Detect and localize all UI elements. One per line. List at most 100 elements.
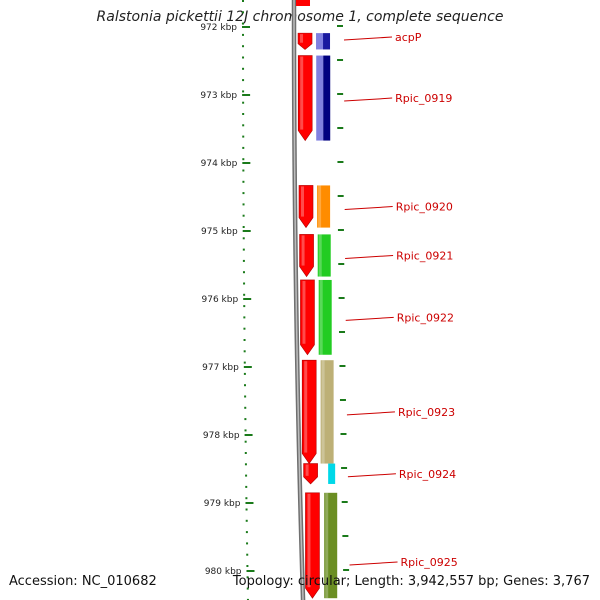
ruler-dot — [243, 316, 246, 319]
ruler-dot — [245, 519, 248, 522]
ruler-right-tick — [337, 161, 344, 163]
ruler-right-tick — [337, 127, 344, 129]
gene-cog-bar — [317, 185, 331, 228]
ruler-dot — [242, 90, 245, 93]
ruler-dot — [242, 214, 245, 217]
ruler-dot — [243, 282, 246, 285]
gene-cog-bar — [318, 279, 332, 355]
ruler-dot — [246, 576, 249, 579]
gene-labels: acpP Rpic_0919 Rpic_0920 Rpic_0921 Rpic_0922… — [343, 31, 458, 569]
ruler-dot — [244, 395, 247, 398]
gene-label: Rpic_0924 — [399, 468, 456, 481]
ruler-right-tick — [343, 569, 350, 571]
gene-arrow-sheen — [305, 464, 309, 476]
ruler-dot — [245, 497, 248, 500]
gene-label: Rpic_0920 — [396, 201, 453, 214]
ruler-dot — [243, 305, 246, 308]
ruler-dot — [242, 67, 245, 70]
gene-label-leader — [344, 206, 393, 211]
ruler-dot — [244, 418, 247, 421]
gene-label: Rpic_0922 — [397, 311, 454, 324]
ruler-tick-label: 975 kbp — [201, 227, 238, 237]
gene-cog-sheen — [318, 185, 322, 228]
ruler-right-tick — [338, 263, 345, 265]
gene-arrow-sheen — [307, 493, 311, 588]
ruler-dot — [242, 101, 245, 104]
map-title: Ralstonia pickettii 12J chromosome 1, co… — [96, 9, 504, 25]
ruler-dot — [242, 33, 245, 36]
ruler-dot — [243, 339, 246, 341]
ruler-dot — [242, 79, 245, 82]
ruler-dot — [244, 429, 247, 432]
ruler-dot — [243, 350, 246, 353]
ruler-right-tick — [337, 59, 344, 61]
ruler-dot — [245, 508, 248, 511]
gene-cog-bar — [323, 33, 331, 50]
backbone-highlight — [293, 0, 304, 600]
ruler-dot — [243, 327, 246, 330]
ruler-right-tick — [339, 365, 346, 367]
ruler-dot — [243, 361, 246, 364]
accession-text: Accession: NC_010682 — [9, 574, 157, 589]
gene-arrow-sheen — [300, 34, 304, 43]
ruler-dot — [242, 11, 245, 14]
gene-arrow-top — [296, 0, 311, 6]
ruler-dot — [242, 56, 245, 59]
ruler-dot — [244, 452, 247, 454]
gene-label-leader — [346, 411, 395, 416]
ruler-dot — [242, 226, 245, 228]
ruler-right-tick — [341, 501, 348, 503]
gene-cog-sheen — [319, 279, 323, 355]
gene-label: Rpic_0925 — [401, 556, 458, 569]
ruler-dot — [245, 485, 248, 488]
ruler-dot — [244, 406, 247, 409]
ruler-tick — [246, 570, 255, 572]
ruler-dot — [244, 463, 247, 466]
gene-arrow-sheen — [301, 186, 305, 217]
ruler-dot — [243, 372, 246, 375]
ruler-dot — [242, 135, 245, 138]
ruler-dot — [242, 203, 245, 206]
gene-label-leader — [344, 97, 393, 102]
ruler-dot — [242, 248, 245, 251]
gene-arrow-sheen — [301, 235, 305, 266]
gene-cog-bar — [316, 55, 324, 141]
ruler-tick — [245, 502, 254, 504]
gene-label: Rpic_0919 — [395, 92, 452, 105]
ruler-tick-label: 979 kbp — [204, 499, 241, 509]
ruler-tick-label: 978 kbp — [203, 431, 240, 441]
ruler-tick-label: 976 kbp — [202, 295, 239, 305]
ruler-tick — [243, 366, 252, 368]
ruler-dot — [246, 587, 249, 590]
ruler-right-tick — [337, 93, 344, 95]
ruler-tick — [242, 230, 251, 232]
gene-label: acpP — [395, 31, 422, 44]
ruler-dot — [244, 440, 247, 443]
ruler-dot — [245, 474, 248, 477]
ruler-tick — [244, 434, 253, 436]
gene-label: Rpic_0923 — [398, 406, 455, 419]
ruler-dot — [243, 293, 246, 296]
gene-cog-bar — [320, 360, 334, 464]
kbp-ruler: 972 kbp 973 kbp 974 kbp 975 kbp 976 kbp 977 k… — [200, 0, 350, 600]
ruler-dot — [242, 271, 245, 274]
gene-cog-bar — [317, 234, 331, 277]
ruler-tick-label: 973 kbp — [200, 91, 237, 101]
ruler-tick-label: 980 kbp — [205, 567, 242, 577]
gene-cog-bar — [323, 55, 331, 141]
ruler-dot — [242, 124, 245, 127]
gene-cog-sheen — [325, 492, 329, 599]
gene-cog-bar — [316, 33, 324, 50]
ruler-tick — [242, 26, 251, 28]
ruler-tick — [243, 298, 252, 300]
ruler-dot — [242, 113, 245, 115]
ruler-dot — [242, 169, 245, 172]
ruler-tick — [242, 162, 251, 164]
ruler-right-tick — [341, 467, 348, 469]
ruler-right-tick — [337, 195, 344, 197]
ruler-dot — [242, 259, 245, 262]
gene-label-leader — [347, 473, 396, 478]
gene-cog-bar — [328, 463, 336, 484]
gene-arrow-sheen — [302, 280, 306, 344]
